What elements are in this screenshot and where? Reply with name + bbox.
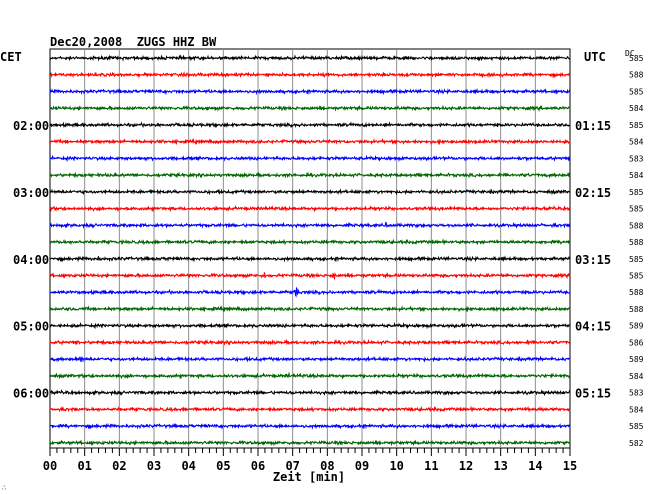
right-hour-label: 04:15 [575, 320, 611, 334]
dc-offset-label: 588 [629, 238, 644, 247]
left-hour-label: 04:00 [13, 253, 49, 267]
corner-mark: ∴ [2, 484, 7, 492]
seismic-trace-8 [49, 171, 571, 179]
seismic-trace-10 [49, 204, 571, 213]
right-hour-label: 03:15 [575, 253, 611, 267]
seismic-trace-17 [49, 321, 571, 330]
seismic-trace-16 [49, 305, 571, 313]
seismic-trace-24 [49, 439, 571, 447]
x-tick-label: 07 [285, 459, 299, 473]
seismic-trace-15 [49, 286, 571, 298]
dc-offset-label: 585 [629, 271, 644, 280]
x-tick-label: 06 [251, 459, 265, 473]
right-hour-label: 01:15 [575, 119, 611, 133]
seismic-trace-9 [49, 188, 571, 196]
right-hour-label: 05:15 [575, 387, 611, 401]
right-hour-label: 02:15 [575, 186, 611, 200]
seismic-trace-3 [49, 87, 571, 96]
dc-offset-label: 584 [629, 372, 644, 381]
seismic-trace-13 [49, 255, 571, 263]
seismic-trace-21 [49, 389, 571, 397]
right-timezone-label: UTC [584, 50, 606, 64]
dc-offset-label: 588 [629, 305, 644, 314]
dc-offset-label: 588 [629, 221, 644, 230]
seismic-trace-19 [49, 355, 571, 363]
dc-offset-label: 585 [629, 121, 644, 130]
x-tick-label: 09 [355, 459, 369, 473]
dc-offset-label: 589 [629, 322, 644, 331]
plot-frame [49, 48, 571, 449]
dc-offset-label: 583 [629, 389, 644, 398]
left-hour-label: 05:00 [13, 320, 49, 334]
dc-offset-label: 585 [629, 87, 644, 96]
x-tick-label: 03 [147, 459, 161, 473]
seismic-trace-23 [49, 422, 571, 430]
left-hour-label: 02:00 [13, 119, 49, 133]
x-tick-label: 08 [320, 459, 334, 473]
seismic-trace-11 [49, 221, 571, 229]
seismic-trace-14 [49, 271, 571, 281]
x-tick-label: 12 [459, 459, 473, 473]
dc-offset-label: 585 [629, 205, 644, 214]
x-tick-label: 13 [493, 459, 507, 473]
chart-title: Dec20,2008 ZUGS HHZ BW [50, 35, 217, 49]
seismic-trace-4 [49, 104, 571, 112]
dc-offset-label: 588 [629, 71, 644, 80]
x-tick-label: 05 [216, 459, 230, 473]
seismic-trace-1 [49, 54, 571, 62]
dc-offset-label: 585 [629, 255, 644, 264]
dc-offset-label: 585 [629, 54, 644, 63]
dc-offset-label: 586 [629, 338, 644, 347]
x-tick-label: 14 [528, 459, 542, 473]
x-tick-label: 11 [424, 459, 438, 473]
dc-offset-label: 584 [629, 104, 644, 113]
seismic-trace-12 [49, 238, 571, 246]
dc-offset-label: 584 [629, 405, 644, 414]
seismic-trace-2 [49, 70, 571, 79]
dc-offset-label: 583 [629, 154, 644, 163]
seismic-trace-6 [49, 137, 571, 146]
x-tick-label: 10 [389, 459, 403, 473]
seismic-trace-20 [49, 371, 571, 380]
x-tick-label: 02 [112, 459, 126, 473]
seismic-trace-18 [49, 338, 571, 346]
dc-offset-label: 585 [629, 188, 644, 197]
dc-offset-label: 584 [629, 171, 644, 180]
x-tick-label: 01 [77, 459, 91, 473]
seismic-trace-5 [49, 121, 571, 129]
seismic-trace-22 [49, 405, 571, 413]
x-tick-label: 04 [181, 459, 195, 473]
left-hour-label: 06:00 [13, 387, 49, 401]
x-tick-label: 00 [43, 459, 57, 473]
dc-offset-label: 589 [629, 355, 644, 364]
labels: 00 01 02 03 04 05 06 07 08 09 10 11 12 13 14 15 585 588 58… [13, 54, 644, 473]
grid [49, 48, 571, 456]
dc-offset-label: 585 [629, 422, 644, 431]
dc-offset-label: 582 [629, 439, 644, 448]
left-timezone-label: CET [0, 50, 22, 64]
dc-header-label: DC [625, 49, 635, 58]
dc-offset-label: 588 [629, 288, 644, 297]
traces [49, 54, 571, 447]
x-axis-label: Zeit [min] [273, 470, 345, 484]
left-hour-label: 03:00 [13, 186, 49, 200]
dc-offset-label: 584 [629, 138, 644, 147]
x-tick-label: 15 [563, 459, 577, 473]
seismic-trace-7 [49, 154, 571, 163]
